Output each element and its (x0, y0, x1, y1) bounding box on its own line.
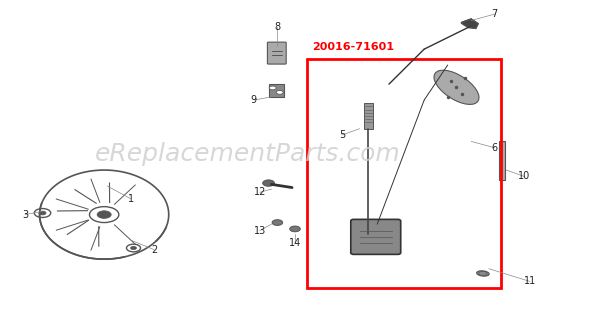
Circle shape (263, 180, 274, 186)
Text: 11: 11 (524, 276, 536, 286)
Bar (499, 142, 504, 179)
Text: 8: 8 (274, 22, 280, 32)
Circle shape (130, 247, 136, 250)
Circle shape (39, 211, 46, 215)
Circle shape (276, 91, 283, 94)
Text: 5: 5 (339, 130, 345, 140)
Text: 3: 3 (22, 210, 28, 220)
Text: 2: 2 (151, 245, 157, 255)
Text: 1: 1 (127, 194, 134, 204)
Bar (268, 84, 284, 97)
Text: 10: 10 (518, 171, 530, 181)
Text: 12: 12 (254, 187, 266, 197)
Bar (307, 59, 500, 288)
Circle shape (272, 220, 283, 225)
Text: 6: 6 (491, 143, 498, 153)
Ellipse shape (477, 271, 489, 276)
Text: 9: 9 (251, 95, 257, 105)
Circle shape (269, 86, 276, 90)
Text: 7: 7 (491, 9, 498, 19)
Circle shape (290, 226, 300, 232)
Polygon shape (461, 19, 478, 29)
Text: eReplacementParts.com: eReplacementParts.com (95, 142, 401, 166)
Bar (364, 103, 372, 129)
Text: 13: 13 (254, 226, 266, 236)
FancyBboxPatch shape (267, 42, 286, 64)
Ellipse shape (434, 70, 479, 104)
Circle shape (97, 211, 111, 218)
Text: 20016-71601: 20016-71601 (313, 42, 395, 52)
FancyBboxPatch shape (351, 219, 401, 254)
Text: 14: 14 (289, 238, 301, 248)
